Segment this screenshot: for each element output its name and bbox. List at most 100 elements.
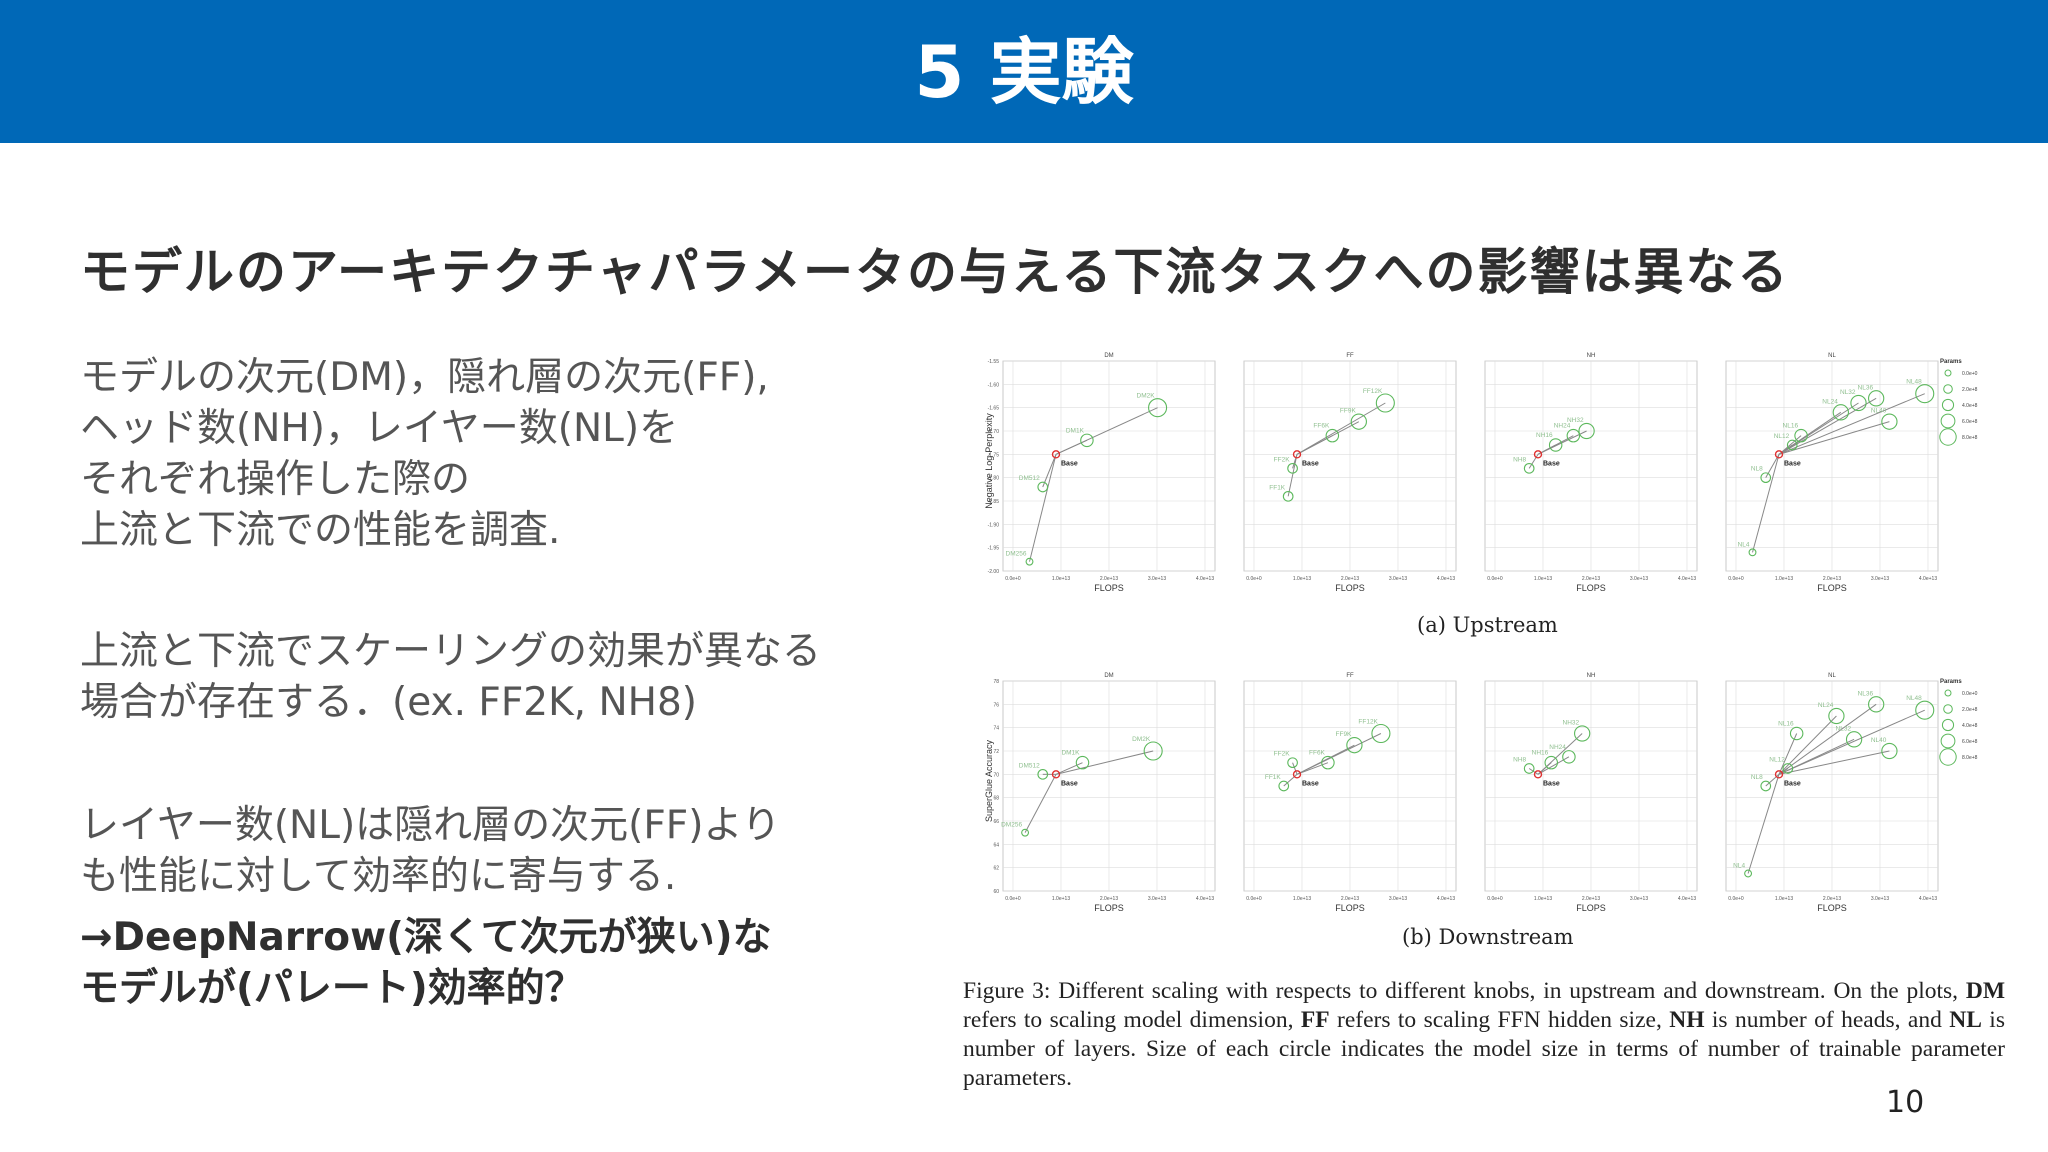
upstream-x-tick-label: 4.0e+13: [1437, 576, 1455, 582]
upstream-base-point: [1051, 450, 1061, 459]
downstream-y-tick-label: 66: [993, 819, 999, 825]
downstream-point-label: FF9K: [1336, 731, 1353, 738]
upstream-y-tick-label: -1.85: [988, 499, 1000, 505]
upstream-y-tick-label: -1.75: [988, 452, 1000, 458]
downstream-x-tick-label: 4.0e+13: [1437, 896, 1455, 902]
upstream-legend-marker: [1943, 384, 1953, 394]
downstream-point-label: NH24: [1549, 744, 1566, 751]
downstream-x-tick-label: 3.0e+13: [1148, 896, 1166, 902]
downstream-data-point: [1037, 768, 1049, 780]
upstream-series-line: [1537, 430, 1587, 455]
downstream-point-label: FF6K: [1309, 750, 1326, 757]
downstream-series-line: [1537, 733, 1583, 775]
upstream-point-label: NL4: [1738, 541, 1750, 548]
upstream-point-label: NL40: [1871, 408, 1887, 415]
downstream-point-label: NL48: [1906, 695, 1922, 702]
downstream-base-point: [1051, 770, 1061, 779]
downstream-legend-marker: [1943, 704, 1953, 714]
upstream-point-label: NL16: [1783, 423, 1799, 430]
upstream-x-tick-label: 2.0e+13: [1823, 576, 1841, 582]
caption-text: Figure 3: Different scaling with respect…: [963, 978, 1966, 1004]
downstream-point-label: NL4: [1733, 863, 1745, 870]
caption-nl: NL: [1949, 1007, 1982, 1033]
upstream-ylabel: Negative Log-Perplexity: [984, 413, 994, 509]
caption-downstream: (b) Downstream: [1402, 925, 1574, 949]
downstream-x-tick-label: 4.0e+13: [1919, 896, 1937, 902]
upstream-data-point: [1282, 490, 1294, 502]
downstream-data-point: [1075, 755, 1090, 770]
downstream-y-tick-label: 78: [993, 679, 999, 685]
downstream-x-tick-label: 2.0e+13: [1582, 896, 1600, 902]
upstream-legend-label: 2.0e+8: [1962, 387, 1978, 393]
downstream-y-tick-label: 62: [993, 866, 999, 872]
downstream-point-label: NL8: [1751, 774, 1763, 781]
upstream-series-line: [1778, 397, 1877, 455]
downstream-point-label: NL16: [1778, 721, 1794, 728]
upstream-data-point: [1350, 413, 1367, 430]
downstream-x-tick-label: 1.0e+13: [1775, 896, 1793, 902]
downstream-series-line: [1778, 715, 1837, 775]
downstream-x-tick-label: 4.0e+13: [1196, 896, 1214, 902]
upstream-x-tick-label: 3.0e+13: [1148, 576, 1166, 582]
downstream-point-label: FF2K: [1274, 751, 1291, 758]
upstream-data-point: [1850, 394, 1867, 412]
upstream-x-tick-label: 0.0e+0: [1487, 576, 1503, 582]
upstream-point-label: NL36: [1858, 384, 1874, 391]
downstream-series-line: [1024, 774, 1057, 833]
upstream-x-tick-label: 4.0e+13: [1678, 576, 1696, 582]
downstream-data-point: [1371, 723, 1391, 744]
downstream-data-point: [1881, 742, 1898, 760]
upstream-series-line: [1029, 454, 1057, 562]
upstream-panel-title: DM: [1104, 353, 1113, 359]
downstream-data-point: [1760, 780, 1772, 792]
upstream-series-line: [1778, 421, 1890, 455]
upstream-base-label: Base: [1784, 460, 1801, 467]
downstream-point-label: NL24: [1818, 702, 1834, 709]
upstream-legend-marker: [1944, 369, 1952, 377]
upstream-y-tick-label: -1.80: [988, 476, 1000, 482]
upstream-data-point: [1548, 438, 1563, 452]
upstream-x-tick-label: 1.0e+13: [1293, 576, 1311, 582]
upstream-series-line: [1042, 454, 1057, 488]
text-line: も性能に対して効率的に寄与する.: [80, 854, 677, 899]
text-line: 場合が存在する．(ex. FF2K, NH8): [80, 680, 697, 725]
downstream-y-tick-label: 70: [993, 772, 999, 778]
upstream-x-tick-label: 4.0e+13: [1196, 576, 1214, 582]
upstream-data-point: [1915, 384, 1935, 404]
figure-caption: Figure 3: Different scaling with respect…: [963, 977, 2005, 1093]
downstream-point-label: NH32: [1563, 720, 1580, 727]
downstream-legend-label: 6.0e+8: [1962, 739, 1978, 745]
downstream-x-tick-label: 0.0e+0: [1005, 896, 1021, 902]
upstream-point-label: NL48: [1906, 379, 1922, 386]
downstream-point-label: NL40: [1871, 737, 1887, 744]
downstream-xlabel: FLOPS: [1335, 903, 1365, 913]
downstream-data-point: [1562, 750, 1576, 764]
upstream-base-label: Base: [1302, 460, 1319, 467]
text-line: →DeepNarrow(深くて次元が狭い)な: [80, 915, 772, 960]
downstream-data-point: [1915, 700, 1935, 720]
downstream-series-line: [1296, 762, 1329, 775]
downstream-series-line: [1747, 774, 1780, 874]
upstream-x-tick-label: 1.0e+13: [1052, 576, 1070, 582]
downstream-data-point: [1278, 780, 1290, 792]
upstream-data-point: [1881, 413, 1898, 430]
downstream-panel-title: DM: [1104, 673, 1113, 679]
upstream-point-label: NH16: [1536, 432, 1553, 439]
slide-title: 5 実験: [914, 30, 1134, 114]
upstream-base-point: [1533, 450, 1543, 459]
upstream-data-point: [1794, 428, 1808, 443]
downstream-legend-label: 8.0e+8: [1962, 755, 1978, 761]
caption-text: is number of layers. Size of each circle…: [963, 1007, 2005, 1091]
upstream-point-label: NH24: [1554, 423, 1571, 430]
downstream-series-line: [1765, 773, 1780, 787]
upstream-x-tick-label: 0.0e+0: [1728, 576, 1744, 582]
text-line: モデルが(パレート)効率的？: [80, 966, 584, 1011]
text-line: 上流と下流でスケーリングの効果が異なる: [80, 629, 822, 674]
upstream-legend-title: Params: [1940, 359, 1962, 365]
downstream-base-point: [1533, 770, 1543, 779]
upstream-x-tick-label: 2.0e+13: [1100, 576, 1118, 582]
downstream-data-point: [1828, 707, 1845, 725]
downstream-x-tick-label: 3.0e+13: [1630, 896, 1648, 902]
upstream-x-tick-label: 3.0e+13: [1630, 576, 1648, 582]
upstream-series-line: [1778, 393, 1925, 455]
